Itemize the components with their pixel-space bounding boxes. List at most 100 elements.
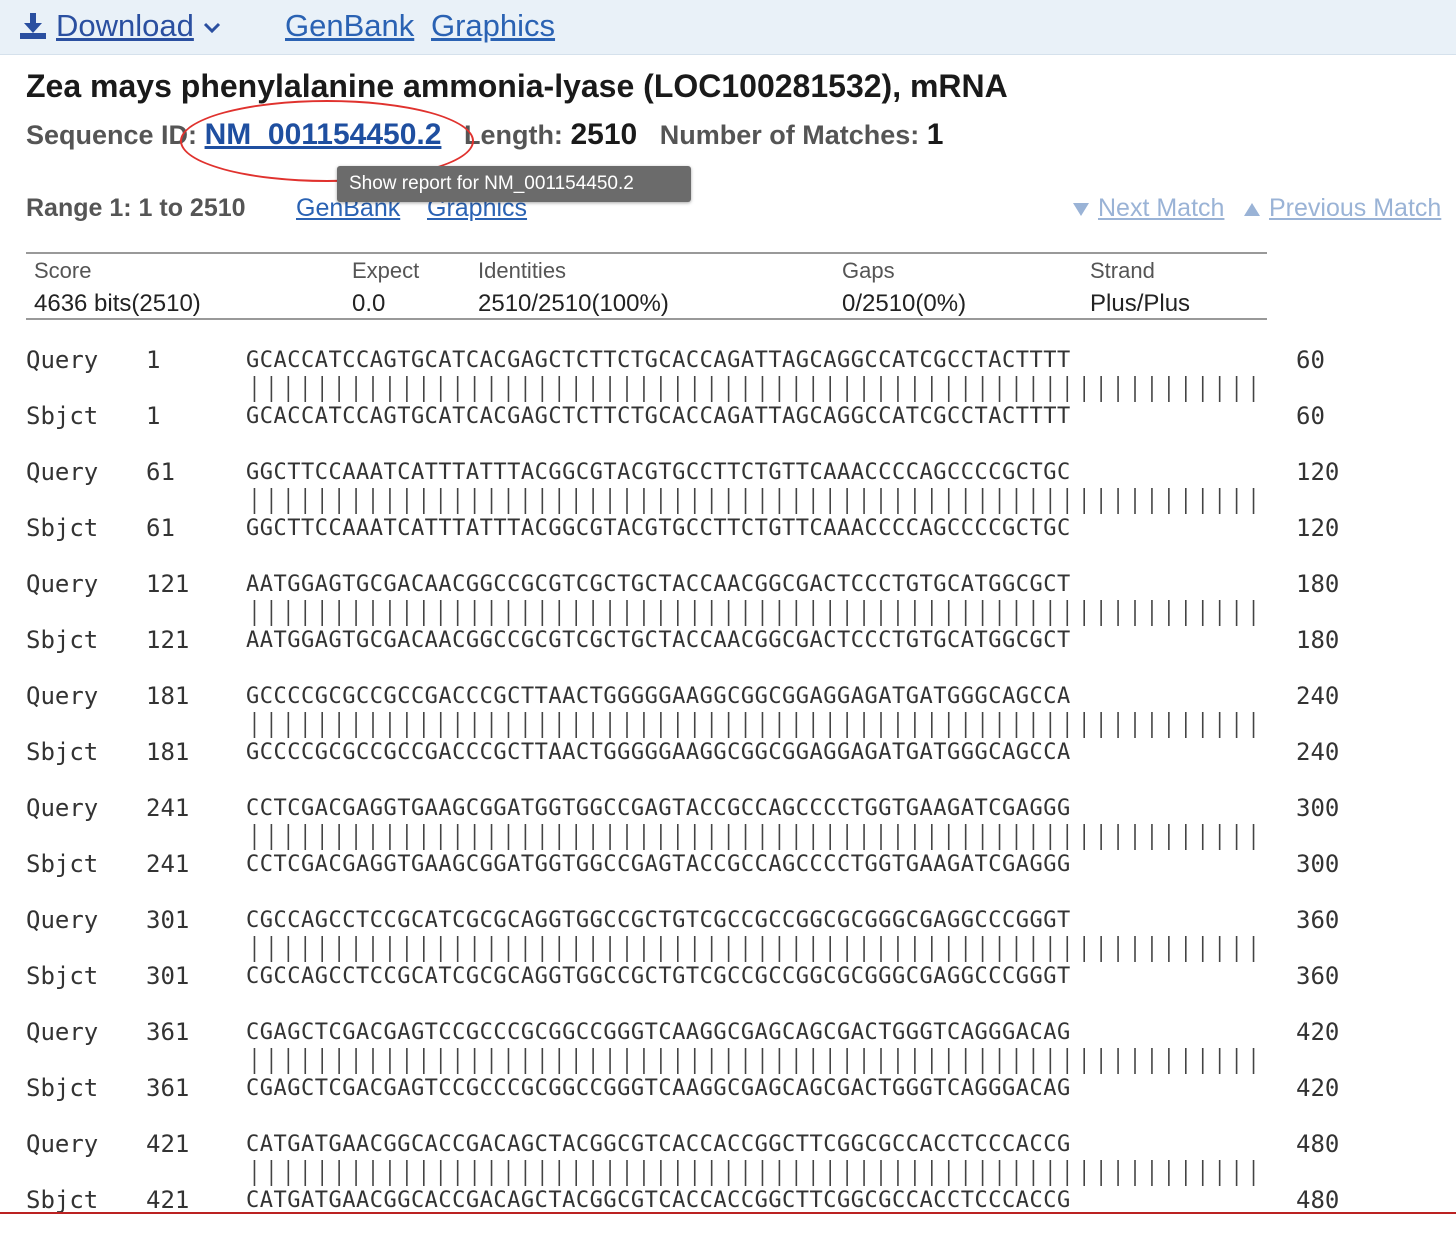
query-label: Query: [26, 794, 99, 822]
query-end: 360: [1296, 906, 1340, 934]
top-toolbar: Download GenBank Graphics: [0, 0, 1456, 55]
query-start: 241: [146, 794, 190, 822]
query-label: Query: [26, 682, 99, 710]
query-end: 420: [1296, 1018, 1340, 1046]
query-label: Query: [26, 1018, 99, 1046]
query-end: 300: [1296, 794, 1340, 822]
sbjct-label: Sbjct: [26, 850, 99, 878]
query-label: Query: [26, 570, 99, 598]
alignment-block: Query 301 CGCCAGCCTCCGCATCGCGCAGGTGGCCGC…: [0, 898, 1456, 1010]
stat-score: Score 4636 bits(2510): [34, 258, 201, 318]
query-start: 121: [146, 570, 190, 598]
seq-id-tooltip: Show report for NM_001154450.2: [337, 166, 691, 202]
gaps-label: Gaps: [842, 258, 895, 283]
query-start: 361: [146, 1018, 190, 1046]
query-end: 60: [1296, 346, 1325, 374]
alignment-block: Query 241 CCTCGACGAGGTGAAGCGGATGGTGGCCGA…: [0, 786, 1456, 898]
query-start: 61: [146, 458, 175, 486]
next-match-nav[interactable]: Next Match: [1072, 194, 1224, 223]
sbjct-end: 60: [1296, 402, 1325, 430]
expect-value: 0.0: [352, 290, 386, 317]
strand-label: Strand: [1090, 258, 1155, 283]
toolbar-genbank-link[interactable]: GenBank: [285, 8, 415, 43]
sbjct-end: 120: [1296, 514, 1340, 542]
sbjct-sequence: GCACCATCCAGTGCATCACGAGCTCTTCTGCACCAGATTA…: [246, 404, 1071, 429]
sbjct-sequence: CGCCAGCCTCCGCATCGCGCAGGTGGCCGCTGTCGCCGCC…: [246, 964, 1071, 989]
score-label: Score: [34, 258, 92, 283]
sbjct-start: 61: [146, 514, 175, 542]
gaps-value: 0/2510(0%): [842, 290, 967, 317]
alignment-stats: Score 4636 bits(2510) Expect 0.0 Identit…: [26, 252, 1267, 320]
query-end: 120: [1296, 458, 1340, 486]
next-match-link[interactable]: Next Match: [1098, 194, 1225, 222]
sbjct-sequence: CATGATGAACGGCACCGACAGCTACGGCGTCACCACCGGC…: [246, 1188, 1071, 1213]
alignment-block: Query 1 GCACCATCCAGTGCATCACGAGCTCTTCTGCA…: [0, 338, 1456, 450]
sbjct-end: 360: [1296, 962, 1340, 990]
query-sequence: GCACCATCCAGTGCATCACGAGCTCTTCTGCACCAGATTA…: [246, 348, 1071, 373]
query-label: Query: [26, 906, 99, 934]
sbjct-end: 300: [1296, 850, 1340, 878]
sbjct-start: 241: [146, 850, 190, 878]
sbjct-sequence: AATGGAGTGCGACAACGGCCGCGTCGCTGCTACCAACGGC…: [246, 628, 1071, 653]
match-bars: [253, 712, 1255, 738]
page-title: Zea mays phenylalanine ammonia-lyase (LO…: [26, 68, 1008, 104]
download-icon: [20, 13, 46, 39]
sbjct-label: Sbjct: [26, 514, 99, 542]
sbjct-label: Sbjct: [26, 962, 99, 990]
match-bars: [253, 1160, 1255, 1186]
length-value: 2510: [570, 118, 638, 151]
chevron-down-icon[interactable]: [202, 18, 222, 38]
sbjct-start: 361: [146, 1074, 190, 1102]
sbjct-sequence: GGCTTCCAAATCATTTATTTACGGCGTACGTGCCTTCTGT…: [246, 516, 1071, 541]
alignment-block: Query 421 CATGATGAACGGCACCGACAGCTACGGCGT…: [0, 1122, 1456, 1234]
query-start: 301: [146, 906, 190, 934]
sbjct-end: 420: [1296, 1074, 1340, 1102]
sequence-id-link[interactable]: NM_001154450.2: [204, 118, 442, 151]
sbjct-sequence: CGAGCTCGACGAGTCCGCCCGCGGCCGGGTCAAGGCGAGC…: [246, 1076, 1071, 1101]
sbjct-end: 240: [1296, 738, 1340, 766]
query-sequence: AATGGAGTGCGACAACGGCCGCGTCGCTGCTACCAACGGC…: [246, 572, 1071, 597]
query-start: 181: [146, 682, 190, 710]
match-bars: [253, 488, 1255, 514]
identities-value: 2510/2510(100%): [478, 290, 669, 317]
download-link[interactable]: Download: [56, 8, 194, 43]
query-end: 480: [1296, 1130, 1340, 1158]
alignment-block: Query 181 GCCCCGCGCCGCCGACCCGCTTAACTGGGG…: [0, 674, 1456, 786]
previous-match-nav[interactable]: Previous Match: [1243, 194, 1441, 223]
sbjct-sequence: CCTCGACGAGGTGAAGCGGATGGTGGCCGAGTACCGCCAG…: [246, 852, 1071, 877]
query-sequence: CGCCAGCCTCCGCATCGCGCAGGTGGCCGCTGTCGCCGCC…: [246, 908, 1071, 933]
previous-match-link[interactable]: Previous Match: [1269, 194, 1442, 222]
query-sequence: CGAGCTCGACGAGTCCGCCCGCGGCCGGGTCAAGGCGAGC…: [246, 1020, 1071, 1045]
alignment-block: Query 61 GGCTTCCAAATCATTTATTTACGGCGTACGT…: [0, 450, 1456, 562]
query-label: Query: [26, 1130, 99, 1158]
triangle-down-icon: [1073, 202, 1089, 216]
matches-value: 1: [926, 118, 944, 151]
query-start: 1: [146, 346, 161, 374]
strand-value: Plus/Plus: [1090, 290, 1191, 317]
sbjct-label: Sbjct: [26, 738, 99, 766]
toolbar-graphics-link[interactable]: Graphics: [431, 8, 556, 43]
triangle-up-icon: [1244, 202, 1260, 216]
matches-label: Number of Matches:: [659, 120, 920, 150]
match-bars: [253, 824, 1255, 850]
sbjct-end: 480: [1296, 1186, 1340, 1214]
stat-strand: Strand Plus/Plus: [1090, 258, 1190, 318]
query-end: 240: [1296, 682, 1340, 710]
alignment-block: Query 121 AATGGAGTGCGACAACGGCCGCGTCGCTGC…: [0, 562, 1456, 674]
query-end: 180: [1296, 570, 1340, 598]
sequence-info: Sequence ID: NM_001154450.2 Length: 2510…: [26, 118, 943, 152]
sbjct-start: 181: [146, 738, 190, 766]
sbjct-label: Sbjct: [26, 402, 99, 430]
sbjct-end: 180: [1296, 626, 1340, 654]
download-menu[interactable]: Download: [18, 8, 222, 44]
query-start: 421: [146, 1130, 190, 1158]
length-label: Length:: [463, 120, 563, 150]
sbjct-label: Sbjct: [26, 1074, 99, 1102]
bottom-rule: [0, 1212, 1456, 1214]
query-sequence: GCCCCGCGCCGCCGACCCGCTTAACTGGGGGAAGGCGGCG…: [246, 684, 1071, 709]
stat-identities: Identities 2510/2510(100%): [478, 258, 669, 318]
identities-label: Identities: [478, 258, 567, 283]
match-bars: [253, 936, 1255, 962]
stat-expect: Expect 0.0: [352, 258, 419, 318]
sbjct-start: 301: [146, 962, 190, 990]
